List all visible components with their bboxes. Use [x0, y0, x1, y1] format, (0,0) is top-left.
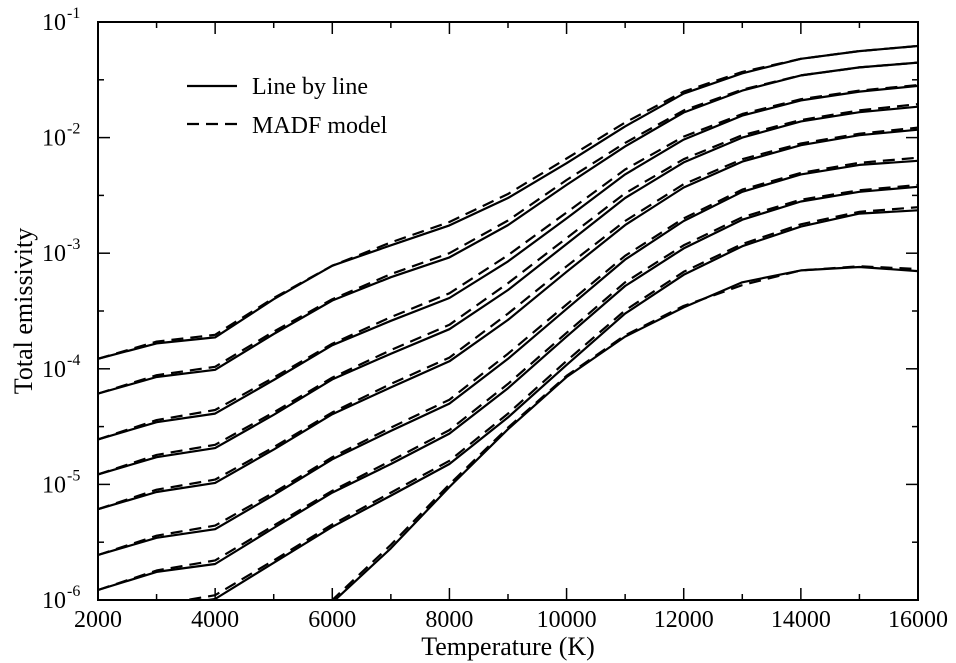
y-tick-label-exponent: -4 [67, 352, 80, 369]
series-line-7-solid [98, 105, 918, 476]
y-tick-label-exponent: -1 [67, 5, 80, 22]
series-line-8-dashed [98, 103, 918, 476]
x-tick-label: 16000 [888, 607, 948, 633]
y-tick-label: 10 -5 [42, 467, 80, 498]
series-line-14-dashed [98, 183, 918, 592]
y-tick-label-base: 10 [42, 357, 66, 383]
y-tick-label: 10 -1 [42, 5, 80, 36]
series-line-18-dashed [329, 265, 918, 600]
series-line-13-solid [98, 185, 918, 592]
x-tick-label: 14000 [771, 607, 831, 633]
series-line-4-dashed [98, 61, 918, 395]
series-line-2-dashed [98, 44, 918, 360]
y-tick-label-exponent: -6 [67, 583, 80, 600]
plot-frame [97, 21, 919, 601]
tick-marks [97, 21, 919, 601]
y-tick-label-base: 10 [42, 588, 66, 614]
series-line-5-solid [98, 84, 918, 441]
y-tick-label-exponent: -5 [67, 467, 80, 484]
y-tick-label: 10 -6 [42, 583, 80, 614]
y-tick-labels: 10-610-510-410-310-210-1 [42, 5, 80, 614]
series-line-3-solid [98, 61, 918, 395]
x-tick-label: 2000 [74, 607, 122, 633]
y-tick-label-base: 10 [42, 241, 66, 267]
legend-label-line-by-line: Line by line [252, 74, 368, 100]
series-line-6-dashed [98, 83, 918, 441]
legend-label-madf-model: MADF model [252, 113, 388, 139]
y-tick-label-base: 10 [42, 472, 66, 498]
y-tick-label: 10 -4 [42, 352, 80, 383]
x-tick-label: 4000 [191, 607, 239, 633]
series-line-17-solid [333, 265, 918, 600]
x-tick-label: 10000 [537, 607, 597, 633]
x-tick-label: 12000 [654, 607, 714, 633]
series-line-15-solid [200, 209, 918, 600]
x-tick-label: 6000 [308, 607, 356, 633]
series-line-12-dashed [98, 156, 918, 557]
series-layer [98, 44, 918, 600]
y-tick-label-base: 10 [42, 10, 66, 36]
y-axis-title: Total emissivity [9, 228, 38, 394]
x-tick-labels: 2000 4000 6000 8000 10000 12000 14000 16000 [74, 607, 948, 633]
series-line-10-dashed [98, 126, 918, 511]
y-tick-label-exponent: -2 [67, 121, 80, 138]
y-tick-label-base: 10 [42, 126, 66, 152]
x-tick-label: 8000 [425, 607, 473, 633]
series-line-9-solid [98, 128, 918, 511]
y-tick-label: 10 -3 [42, 236, 80, 267]
legend: Line by line MADF model [187, 74, 388, 139]
x-axis-title: Temperature (K) [421, 632, 595, 661]
series-line-11-solid [98, 159, 918, 557]
y-tick-label: 10 -2 [42, 121, 80, 152]
y-tick-label-exponent: -3 [67, 236, 80, 253]
series-line-16-dashed [180, 206, 918, 600]
